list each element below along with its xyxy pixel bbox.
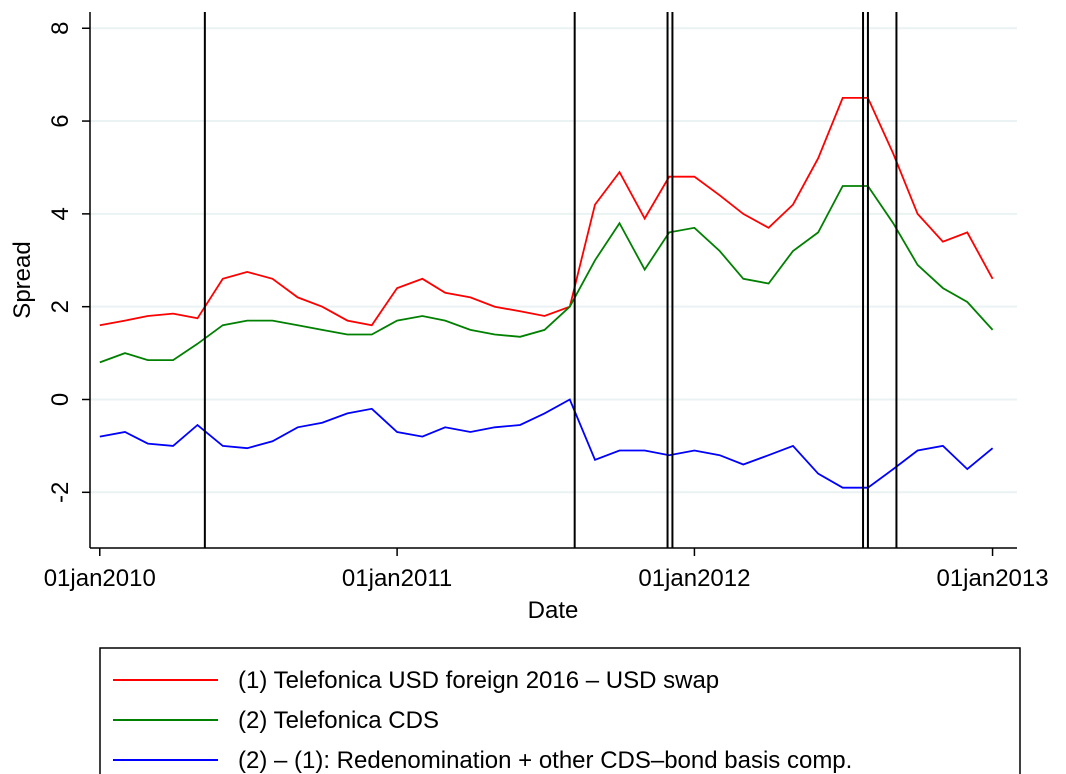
x-tick-label: 01jan2012 — [638, 565, 750, 592]
x-axis-title: Date — [528, 597, 579, 624]
x-tick-label: 01jan2010 — [44, 565, 156, 592]
y-tick-label: -2 — [47, 482, 74, 503]
legend-label: (1) Telefonica USD foreign 2016 – USD sw… — [238, 667, 719, 694]
series-line — [99, 185, 994, 364]
x-tick-label: 01jan2013 — [936, 565, 1048, 592]
y-tick-label: 2 — [47, 300, 74, 313]
y-tick-label: 4 — [47, 207, 74, 220]
legend-label: (2) Telefonica CDS — [238, 707, 439, 734]
y-tick-label: 8 — [47, 22, 74, 35]
y-tick-label: 0 — [47, 393, 74, 406]
series-line — [99, 97, 994, 327]
x-tick-label: 01jan2011 — [342, 565, 452, 592]
series-line — [99, 398, 994, 489]
y-axis-title: Spread — [9, 241, 36, 318]
legend-box — [99, 647, 1021, 774]
legend-label: (2) – (1): Redenomination + other CDS–bo… — [238, 747, 852, 774]
y-tick-label: 6 — [47, 114, 74, 127]
